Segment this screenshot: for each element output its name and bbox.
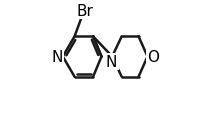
Text: Br: Br <box>77 4 94 19</box>
Text: N: N <box>106 55 117 69</box>
Text: N: N <box>52 50 63 64</box>
Text: O: O <box>147 50 159 64</box>
